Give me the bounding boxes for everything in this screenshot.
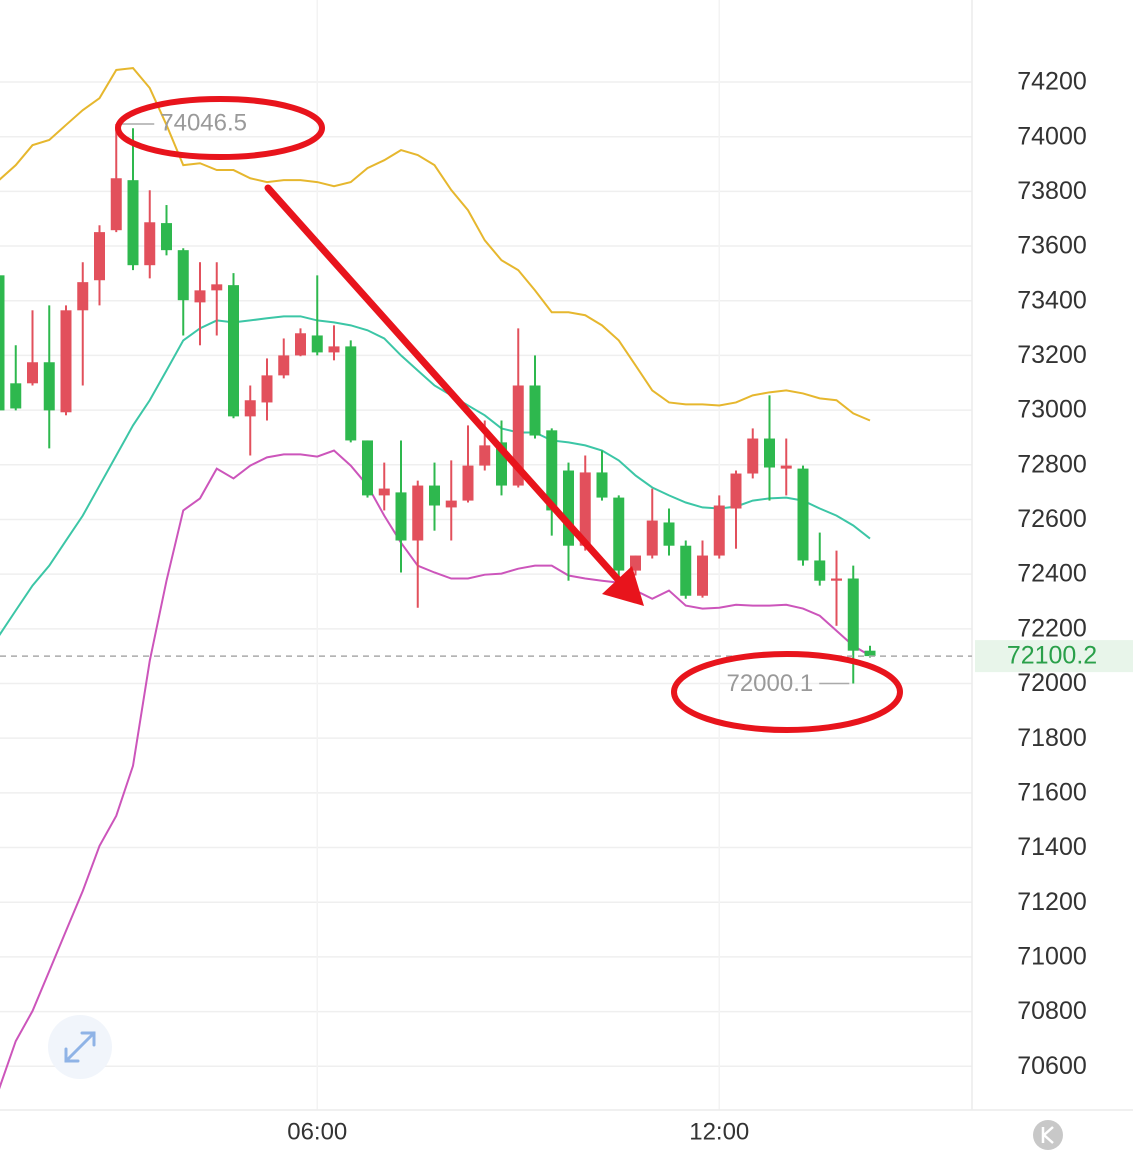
candle-body [110, 178, 122, 231]
candle-body [0, 275, 5, 411]
last-price-box [975, 640, 1133, 673]
low-label: 72000.1 [726, 670, 813, 697]
candle-body [161, 223, 172, 251]
kline-button[interactable] [1033, 1120, 1063, 1150]
y-tick-label: 71600 [1017, 778, 1087, 806]
candle-body [429, 485, 440, 506]
kline-icon [1041, 1126, 1054, 1144]
expand-icon [64, 1031, 96, 1063]
y-tick-label: 72200 [1017, 614, 1087, 642]
candle-body [412, 485, 424, 541]
y-tick-label: 73600 [1017, 232, 1087, 260]
candle-body [479, 445, 491, 466]
arrow-head [602, 566, 644, 606]
candle-body [596, 472, 608, 498]
high-label: 74046.5 [160, 109, 247, 136]
candle-body [814, 560, 826, 581]
candle-body [144, 222, 156, 266]
candle-body [127, 180, 139, 266]
y-tick-label: 71000 [1017, 943, 1087, 971]
y-tick-label: 70600 [1017, 1052, 1087, 1080]
candle-body [295, 333, 306, 356]
candle-body [646, 520, 658, 556]
y-tick-label: 71800 [1017, 724, 1087, 752]
labels: 70600 70800 71000 71200 71400 71600 71800 72000… [0, 68, 1133, 1145]
candle-body [43, 362, 55, 411]
candle-body [747, 438, 759, 474]
x-tick-label: 06:00 [287, 1118, 347, 1145]
y-tick-label: 72000 [1017, 669, 1087, 697]
candle-body [345, 346, 357, 441]
y-tick-label: 72400 [1017, 560, 1087, 588]
candle-body [613, 497, 625, 571]
candle-body [445, 500, 457, 508]
candle-body [697, 555, 708, 596]
candles [0, 123, 876, 684]
candle-body [77, 282, 89, 311]
last-price-label: 72100.2 [1007, 642, 1097, 670]
y-tick-label: 72800 [1017, 450, 1087, 478]
candle-body [378, 488, 390, 496]
candle-body [512, 385, 524, 486]
candle-body [228, 285, 239, 417]
x-tick-label: 12:00 [689, 1118, 749, 1145]
candle-body [395, 492, 407, 541]
y-tick-label: 71400 [1017, 833, 1087, 861]
y-tick-label: 74200 [1017, 68, 1087, 96]
candle-body [764, 438, 775, 468]
band-line [0, 449, 871, 1090]
candle-body [713, 505, 725, 556]
candle-body [630, 555, 641, 571]
band-line [0, 315, 871, 636]
y-tick-label: 73400 [1017, 286, 1087, 314]
y-tick-label: 72600 [1017, 505, 1087, 533]
candle-body [780, 465, 792, 469]
y-tick-label: 74000 [1017, 122, 1087, 150]
candle-body [529, 385, 541, 436]
grid [0, 0, 972, 1110]
candle-body [579, 472, 591, 546]
y-tick-label: 73800 [1017, 177, 1087, 205]
candle-body [730, 473, 742, 509]
candle-body [328, 346, 340, 353]
highlight-ellipse [115, 96, 325, 160]
y-tick-label: 70800 [1017, 997, 1087, 1025]
candle-body [680, 545, 692, 596]
candle-body [60, 310, 72, 413]
candle-body [211, 284, 223, 291]
candle-body [311, 335, 323, 353]
candle-body [663, 522, 675, 546]
candle-body [362, 440, 373, 496]
highlight-ellipse [671, 651, 903, 733]
candle-body [831, 578, 842, 581]
candle-body [244, 400, 256, 417]
candle-body [864, 650, 876, 657]
band-line [0, 67, 871, 422]
candle-body [177, 250, 189, 301]
candle-body [27, 362, 38, 384]
candle-body [847, 578, 859, 651]
candle-body [462, 465, 474, 501]
candle-body [496, 442, 507, 486]
candle-body [797, 468, 809, 561]
candle-body [261, 375, 273, 403]
candle-body [278, 355, 290, 376]
y-tick-label: 73000 [1017, 396, 1087, 424]
candle-body [563, 470, 574, 546]
candle-body [10, 383, 22, 409]
candle-body [546, 430, 558, 511]
y-tick-label: 73200 [1017, 341, 1087, 369]
candle-body [194, 290, 206, 303]
bands [0, 67, 871, 1090]
trend-arrow [264, 184, 626, 588]
candle-body [94, 232, 105, 281]
y-tick-label: 71200 [1017, 888, 1087, 916]
